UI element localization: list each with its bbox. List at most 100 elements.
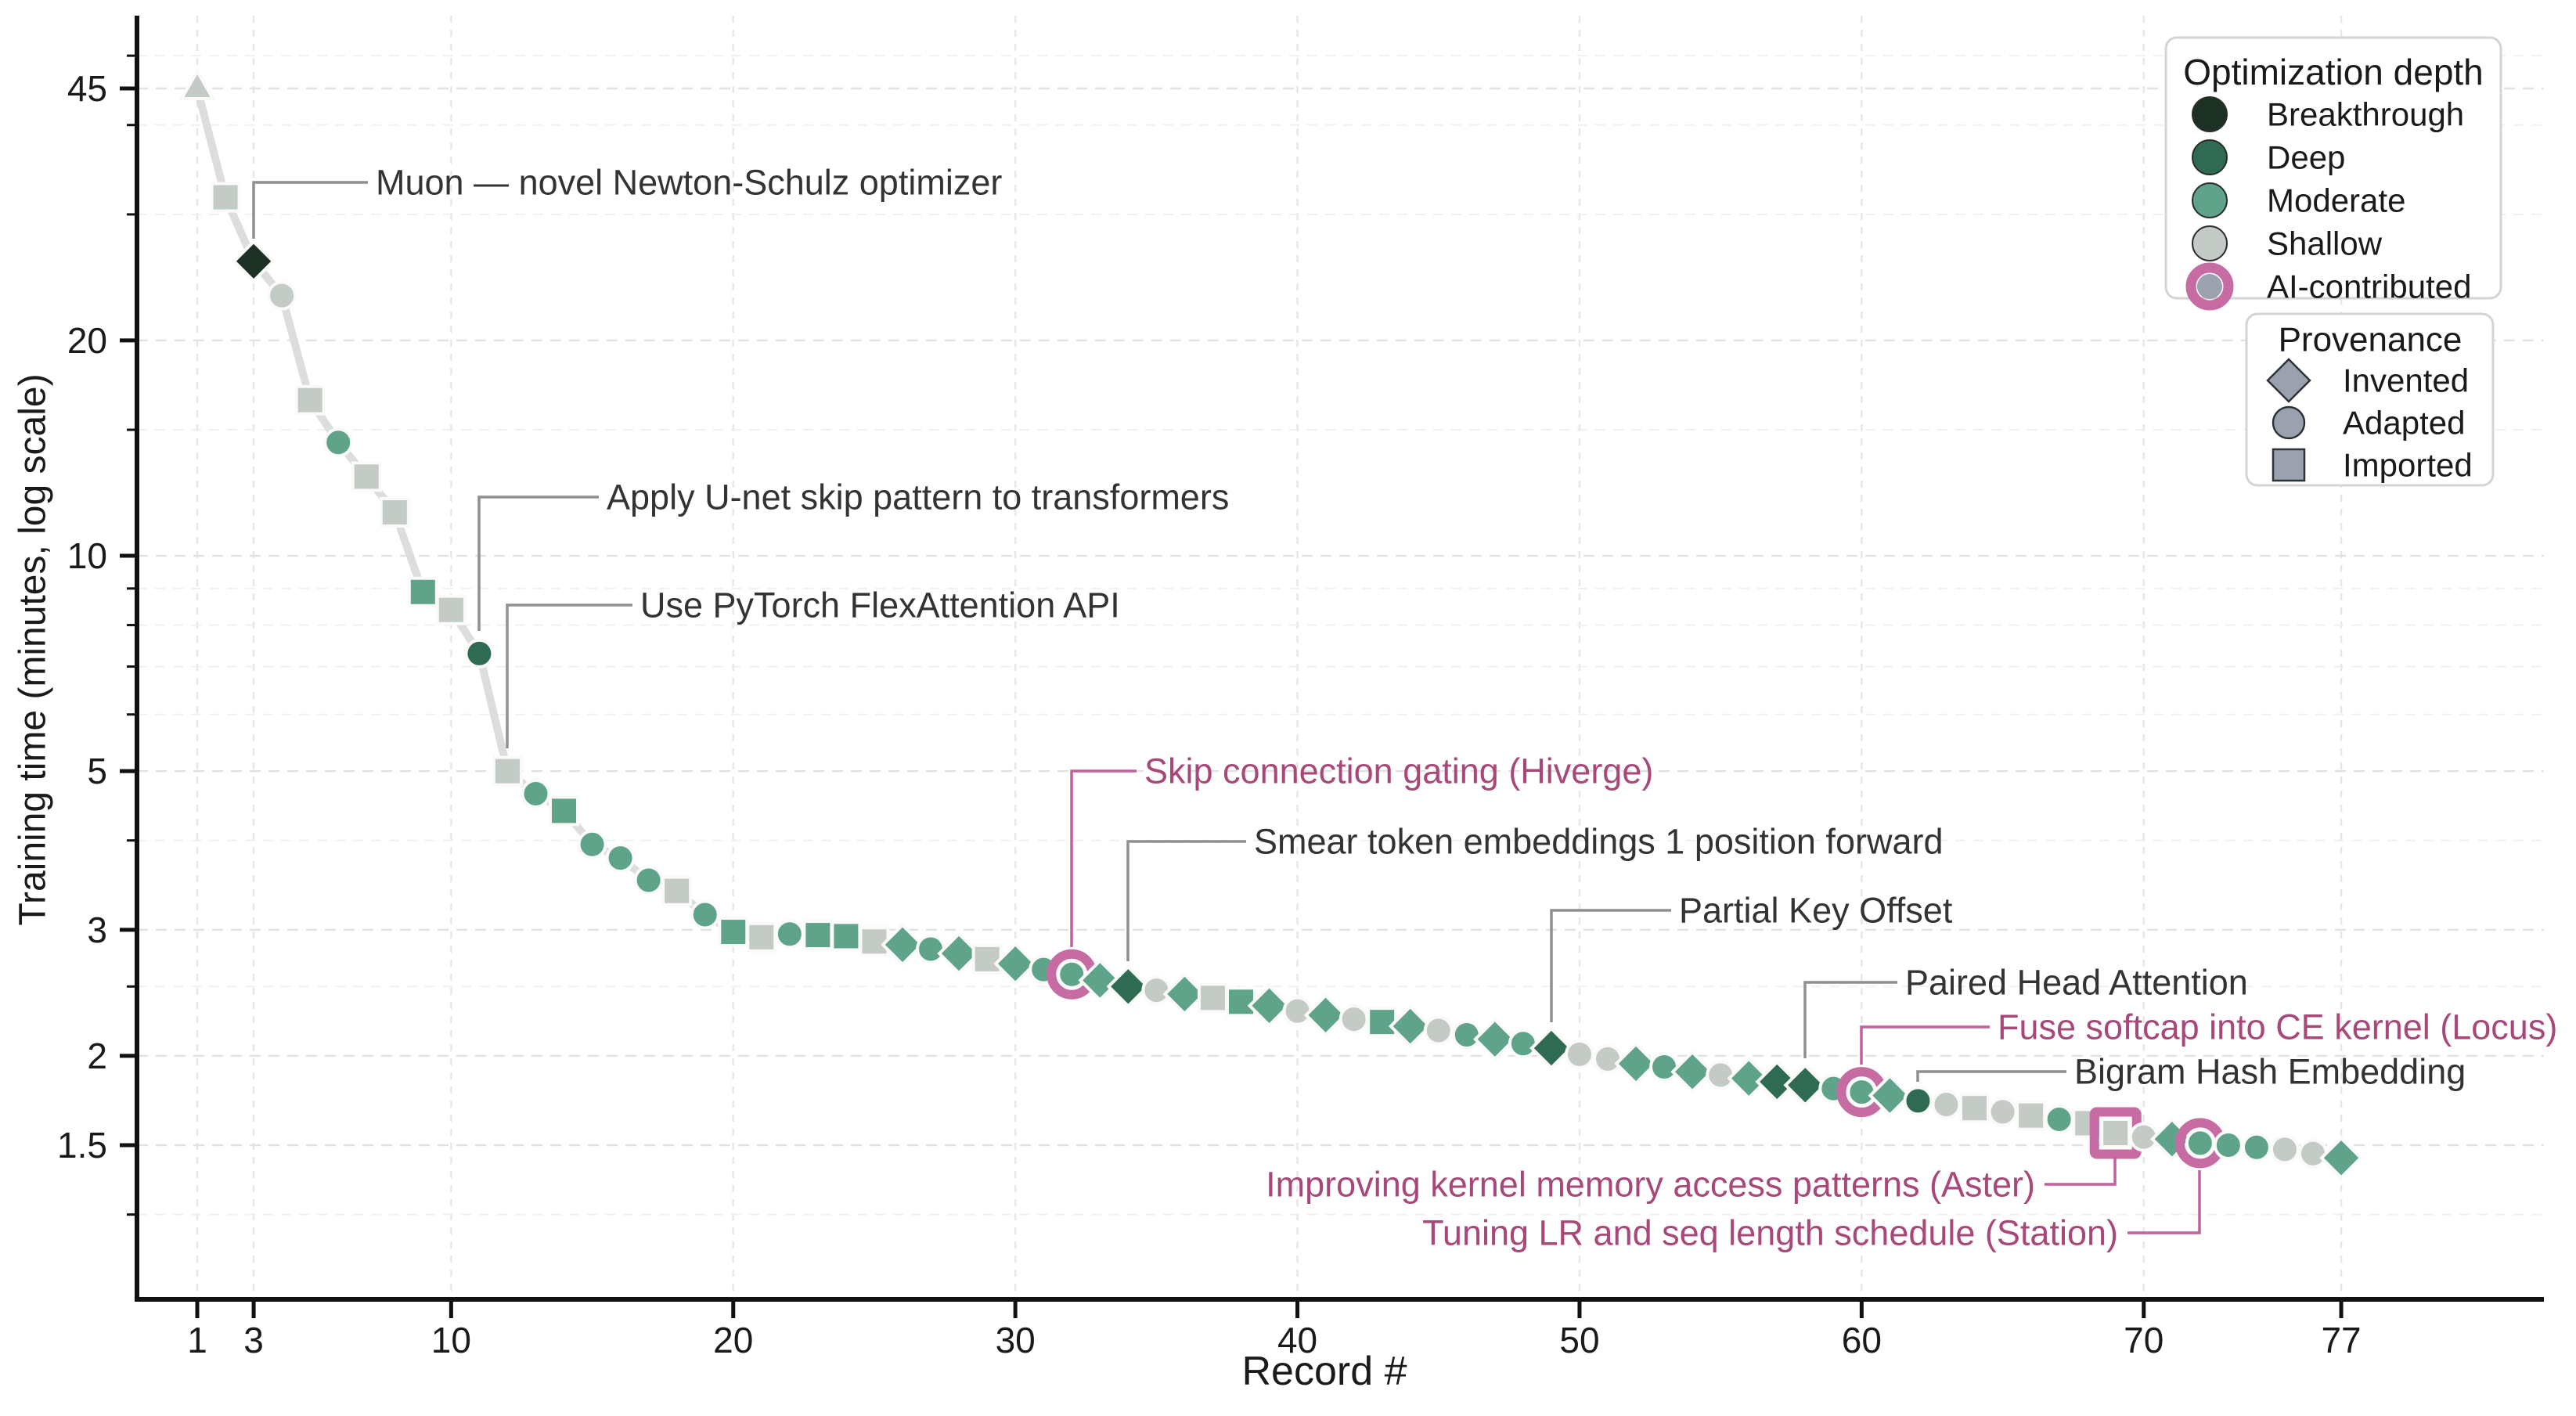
data-point-record-22	[774, 919, 805, 949]
marker-adapted	[2185, 1128, 2215, 1158]
depth-swatch-icon	[2192, 182, 2228, 218]
marker-imported	[2016, 1100, 2047, 1131]
data-point-record-18	[661, 875, 693, 906]
data-point-record-26	[881, 923, 924, 967]
marker-adapted	[1338, 1004, 1369, 1035]
legend-item-label: Shallow	[2267, 225, 2383, 262]
marker-imported	[210, 182, 241, 213]
marker-adapted	[267, 280, 297, 311]
annotation-leader-line	[1803, 981, 1897, 1058]
marker-adapted	[323, 427, 354, 458]
data-point-record-44	[1388, 1004, 1432, 1048]
annotation-leader-line	[1070, 769, 1137, 947]
data-point-record-1	[178, 67, 216, 100]
marker-invented	[1670, 1050, 1714, 1094]
marker-invented	[1529, 1026, 1573, 1070]
legend-optimization-depth: Optimization depth Breakthrough Deep Modera…	[2164, 36, 2502, 311]
x-tick-label: 20	[713, 1320, 753, 1360]
square-swatch-icon	[2272, 448, 2306, 482]
marker-adapted	[1282, 996, 1313, 1026]
legend-title: Provenance	[2279, 321, 2463, 359]
legend-box	[2245, 312, 2495, 487]
annotation-10: Improving kernel memory access patterns …	[1266, 1157, 2117, 1205]
annotation-8: Fuse softcap into CE kernel (Locus)	[1860, 1007, 2557, 1065]
marker-imported	[661, 875, 693, 906]
annotation-label: Improving kernel memory access patterns …	[1266, 1165, 2035, 1205]
annotation-9: Bigram Hash Embedding	[1916, 1052, 2466, 1092]
data-point-record-10	[435, 594, 467, 625]
data-point-record-7	[351, 461, 382, 492]
annotation-label: Smear token embeddings 1 position forwar…	[1254, 822, 1944, 862]
data-point-record-16	[605, 843, 636, 874]
data-point-record-23	[802, 920, 834, 951]
marker-adapted	[2241, 1132, 2272, 1162]
marker-imported	[718, 917, 749, 948]
legend-item-label: AI-contributed	[2267, 268, 2471, 305]
data-point-record-24	[830, 921, 862, 952]
data-point-record-54	[1670, 1050, 1714, 1094]
x-tick-label: 77	[2321, 1320, 2361, 1360]
annotation-leader-line	[1860, 1025, 1990, 1065]
data-point-record-46	[1451, 1020, 1482, 1050]
annotation-label: Use PyTorch FlexAttention API	[640, 585, 1120, 625]
x-tick-label: 10	[431, 1320, 471, 1360]
data-point-record-49	[1529, 1026, 1573, 1070]
annotation-leader-line	[2127, 1170, 2201, 1234]
annotation-label: Skip connection gating (Hiverge)	[1144, 751, 1653, 791]
legend-item-shallow: Shallow	[2192, 225, 2383, 262]
marker-adapted	[1931, 1090, 1962, 1120]
data-point-record-29	[971, 943, 1003, 975]
marker-adapted	[577, 829, 607, 859]
data-point-record-73	[2213, 1130, 2243, 1161]
marker-invented	[993, 942, 1037, 986]
y-tick-label: 20	[67, 320, 107, 361]
marker-adapted	[2044, 1104, 2074, 1135]
marker-adapted	[464, 638, 495, 668]
data-point-record-48	[1508, 1029, 1538, 1059]
legend-item-adapted: Adapted	[2272, 405, 2465, 441]
y-tick-label: 10	[67, 535, 107, 576]
annotation-leader-line	[1126, 840, 1246, 961]
marker-imported	[351, 461, 382, 492]
annotation-label: Bigram Hash Embedding	[2074, 1052, 2466, 1092]
data-point-record-51	[1593, 1043, 1623, 1074]
x-tick-label: 50	[1559, 1320, 1599, 1360]
data-point-record-12	[492, 755, 523, 787]
marker-invented	[1614, 1042, 1658, 1086]
data-point-record-3	[232, 239, 276, 283]
annotation-label: Muon — novel Newton-Schulz optimizer	[376, 163, 1002, 203]
annotation-2: Apply U-net skip pattern to transformers	[477, 477, 1229, 631]
marker-imported	[2100, 1117, 2131, 1148]
data-point-record-34	[1106, 964, 1151, 1009]
data-point-record-17	[633, 865, 664, 895]
data-point-record-76	[2298, 1138, 2328, 1169]
marker-adapted	[1987, 1097, 2018, 1127]
circle-swatch-icon	[2272, 405, 2306, 440]
marker-invented	[232, 239, 276, 283]
marker-adapted	[916, 934, 946, 964]
data-point-record-11	[464, 638, 495, 668]
annotation-label: Apply U-net skip pattern to transformers	[607, 477, 1229, 517]
x-tick-label: 40	[1277, 1320, 1317, 1360]
marker-imported	[407, 576, 438, 607]
data-point-record-4	[267, 280, 297, 311]
annotation-label: Fuse softcap into CE kernel (Locus)	[1998, 1007, 2557, 1047]
marker-imported	[1225, 986, 1256, 1018]
marker-imported	[802, 920, 834, 951]
marker-invented	[1078, 958, 1122, 1003]
annotation-leader-line	[1550, 909, 1671, 1022]
y-tick-label: 1.5	[57, 1125, 107, 1166]
data-points	[178, 67, 2363, 1180]
annotation-leader-line	[252, 181, 368, 239]
marker-adapted	[774, 919, 805, 949]
marker-adapted	[1423, 1015, 1454, 1046]
marker-invented	[2319, 1136, 2363, 1180]
legend-item-label: Invented	[2343, 362, 2469, 399]
data-point-record-41	[1303, 993, 1348, 1037]
x-axis-title: Record #	[1242, 1349, 1407, 1394]
marker-imported	[1197, 982, 1228, 1014]
annotation-leader-line	[1916, 1070, 2066, 1082]
annotation-leader-line	[506, 604, 632, 748]
legend-item-label: Adapted	[2343, 405, 2465, 441]
data-point-record-65	[1987, 1097, 2018, 1127]
